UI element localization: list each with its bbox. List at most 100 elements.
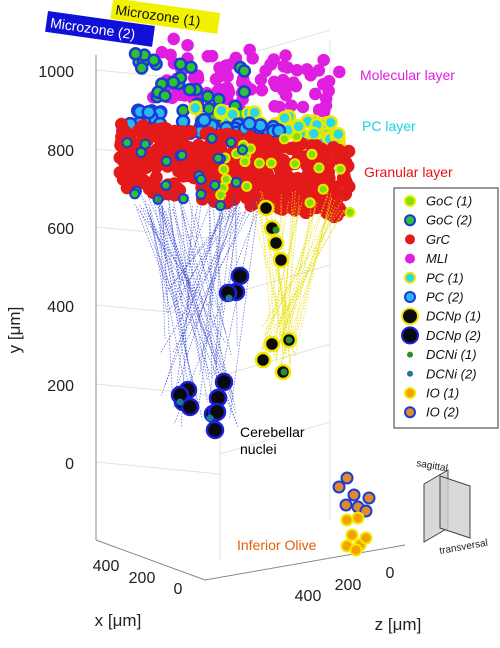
goc2-point — [128, 47, 143, 61]
legend-label: PC (1) — [426, 270, 464, 285]
goc1-point — [289, 158, 301, 170]
legend-label: DCNp (1) — [426, 309, 481, 324]
pc-layer-label: PC layer — [362, 118, 416, 134]
y-axis: 1000 800 600 400 200 0 y [μm] — [5, 64, 74, 473]
dcn2-fiber — [156, 195, 192, 405]
legend-marker — [405, 253, 415, 264]
dcni2-point — [206, 414, 214, 422]
mli-point — [213, 61, 226, 75]
dcn2-fiber — [143, 207, 227, 344]
goc2-point — [134, 61, 149, 75]
dcni2-point — [176, 398, 184, 406]
mli-point — [277, 60, 291, 73]
grc-point — [262, 176, 276, 190]
y-tick-label: 0 — [65, 456, 74, 473]
goc2-point — [230, 176, 242, 188]
goc2-point — [195, 188, 207, 200]
goc2-point — [158, 89, 172, 103]
goc1-point — [278, 133, 290, 145]
granular-layer-label: Granular layer — [364, 164, 453, 180]
y-tick-label: 200 — [47, 378, 74, 395]
goc1-point — [317, 183, 329, 195]
dcn2-fiber — [207, 198, 233, 307]
dcn2-fiber — [164, 209, 223, 386]
grc-point — [227, 188, 241, 202]
dcn2-fiber — [140, 210, 185, 322]
mli-point — [167, 32, 180, 46]
dcn2-fiber — [173, 197, 203, 408]
dcn2-fiber — [152, 197, 198, 406]
legend-marker — [404, 387, 416, 399]
mli-point — [309, 87, 322, 101]
dcni1-point — [272, 226, 280, 234]
grid-line — [219, 343, 331, 377]
neuron-layers — [113, 32, 356, 224]
dcn2-fiber — [198, 193, 226, 410]
legend-marker — [404, 291, 416, 303]
dcn2-fiber — [159, 198, 253, 354]
legend-marker — [404, 271, 416, 284]
dcnp2-point — [230, 266, 250, 286]
goc1-point — [291, 131, 303, 142]
legend-marker — [407, 370, 413, 377]
dcn2-fiber — [191, 213, 241, 297]
grc-point — [120, 150, 134, 164]
io1-point — [349, 543, 363, 557]
dcn2-fiber — [157, 196, 189, 363]
dcn1-fiber — [261, 210, 341, 328]
mli-point — [313, 104, 326, 118]
goc2-point — [206, 132, 218, 144]
dcn1-fiber — [289, 207, 330, 324]
dcn2-fiber — [149, 210, 191, 411]
grid-line — [95, 304, 221, 318]
legend-marker — [401, 307, 419, 326]
goc1-point — [313, 162, 325, 174]
dcnp2-point — [180, 397, 200, 417]
dcn2-fiber — [165, 211, 208, 346]
dcn1-fiber — [262, 212, 331, 337]
goc2-point — [160, 179, 172, 191]
goc2-point — [177, 193, 189, 205]
pc1-point — [187, 100, 203, 116]
molecular-layer-label: Molecular layer — [360, 67, 455, 83]
pc1-point — [323, 115, 339, 130]
cerebellar-nuclei-label: Cerebellar — [240, 424, 305, 440]
mli-point — [290, 63, 304, 77]
mli-point — [267, 75, 281, 89]
cerebellar-nuclei-label-2: nuclei — [240, 441, 277, 457]
grc-point — [297, 174, 311, 188]
io1-point — [340, 513, 354, 527]
inferior-olive — [332, 471, 376, 557]
grc-point — [244, 168, 258, 182]
legend-marker — [404, 406, 416, 419]
dcnp1-point — [257, 199, 275, 217]
grc-point — [244, 199, 258, 212]
mli-point — [155, 46, 169, 59]
dcn1-fiber — [288, 209, 294, 346]
dcn1-fiber — [272, 199, 336, 359]
dcn2-fiber — [161, 206, 173, 391]
sagittal-label: sagittal — [415, 458, 448, 474]
x-tick-label: 200 — [129, 570, 156, 587]
dcn2-fiber — [194, 213, 232, 355]
grid-line — [95, 226, 221, 240]
dcn2-fiber — [184, 212, 221, 328]
mli-point — [187, 71, 201, 85]
dcn2-fiber — [181, 213, 190, 308]
dcn2-fiber — [173, 210, 258, 425]
dcn2-fiber — [167, 208, 201, 362]
dcn2-fiber — [175, 200, 212, 298]
goc2-point — [129, 188, 141, 200]
dcn2-fiber — [195, 206, 237, 328]
dcnp1-point — [254, 351, 272, 369]
grc-point — [113, 166, 127, 179]
dcni2-point — [225, 294, 233, 302]
goc1-point — [239, 156, 251, 168]
mli-point — [322, 75, 336, 88]
legend: GoC (1) GoC (2) GrC MLI PC (1) PC (2) DCNp (1)… — [393, 187, 499, 429]
dcn2-fiber — [147, 196, 213, 354]
goc1-point — [220, 173, 232, 185]
goc2-point — [225, 136, 237, 148]
legend-label: GoC (1) — [426, 194, 472, 209]
dcn2-fiber — [141, 195, 211, 375]
